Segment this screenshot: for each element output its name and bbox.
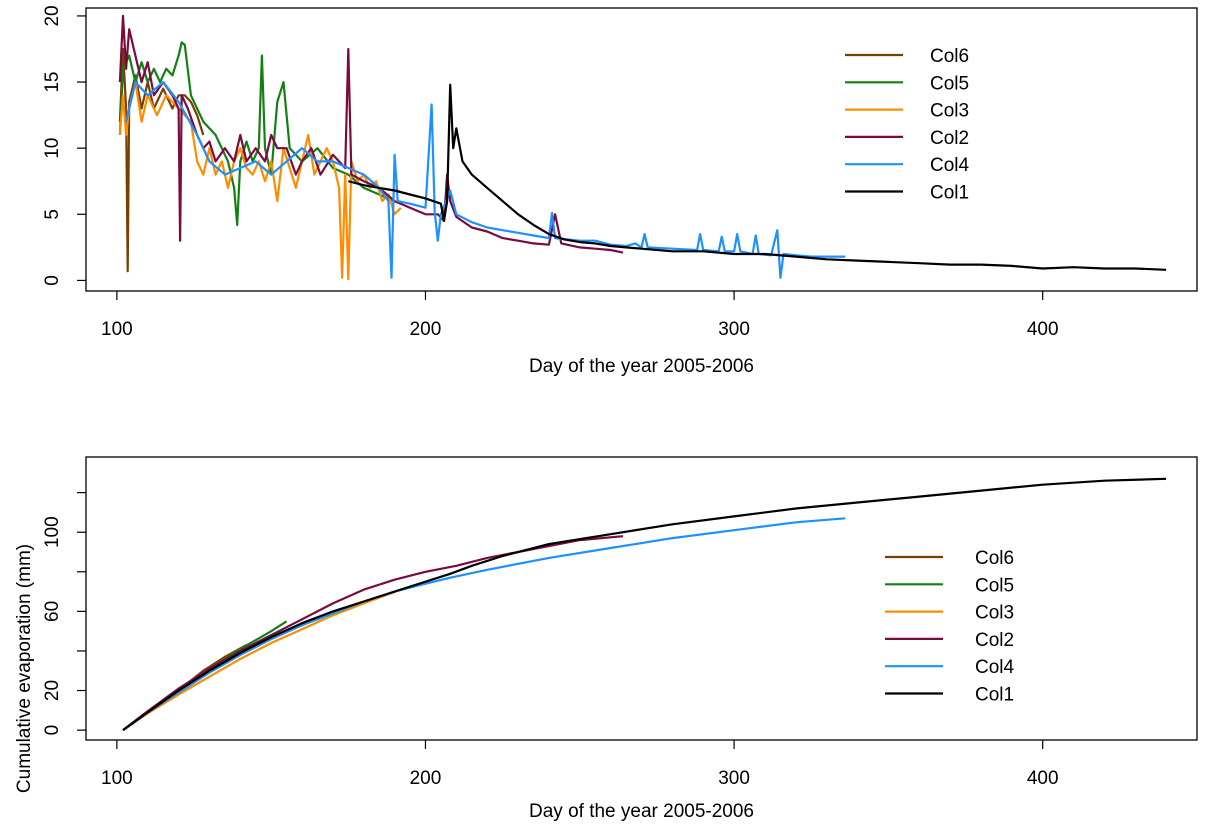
x-tick-label: 100 xyxy=(101,768,133,789)
series-line-col5 xyxy=(118,41,396,226)
series-line-col2 xyxy=(118,14,624,254)
y-tick-label: 10 xyxy=(42,138,63,159)
x-tick-label: 300 xyxy=(718,319,750,340)
legend-label-col5: Col5 xyxy=(930,73,969,94)
legend: Col6 Col5 Col3 Col2 Col4 Col1 xyxy=(885,548,1015,706)
x-axis-label: Day of the year 2005-2006 xyxy=(529,801,754,822)
plot-frame xyxy=(85,456,1198,741)
legend-label-col2: Col2 xyxy=(930,128,969,149)
series-line-col4 xyxy=(122,517,846,731)
legend-label-col2: Col2 xyxy=(975,630,1014,651)
y-tick-label: 100 xyxy=(42,516,63,548)
x-axis-label: Day of the year 2005-2006 xyxy=(529,356,754,377)
panel-cumulative-evaporation: 100 200 300 400 0 20 60 100 Day of the year 2005… xyxy=(14,456,1198,822)
legend-label-col6: Col6 xyxy=(930,46,969,67)
series-line-col3 xyxy=(122,588,402,732)
legend-label-col4: Col4 xyxy=(930,155,970,176)
legend-label-col3: Col3 xyxy=(930,101,969,122)
y-tick-label: 60 xyxy=(42,601,63,622)
x-tick-label: 300 xyxy=(718,768,750,789)
series-line-col3 xyxy=(118,80,402,281)
legend-label-col1: Col1 xyxy=(930,183,969,204)
y-axis-label: Cumulative evaporation (mm) xyxy=(14,544,35,793)
x-tick-label: 400 xyxy=(1027,319,1059,340)
series-line-col6 xyxy=(118,47,205,273)
x-tick-label: 100 xyxy=(101,319,133,340)
series-line-col2 xyxy=(122,535,624,731)
y-tick-label: 5 xyxy=(42,209,63,220)
series-line-col1 xyxy=(122,477,1167,731)
x-tick-label: 200 xyxy=(410,768,442,789)
y-tick-label: 20 xyxy=(42,680,63,701)
y-tick-label: 0 xyxy=(42,725,63,736)
legend-label-col5: Col5 xyxy=(975,575,1014,596)
legend-label-col1: Col1 xyxy=(975,685,1014,706)
y-tick-label: 15 xyxy=(42,71,63,92)
y-tick-label: 20 xyxy=(42,5,63,26)
series-line-col4 xyxy=(125,80,846,279)
panel-daily-evaporation: 100 200 300 400 0 5 10 15 20 Day of the year 2005… xyxy=(42,5,1198,377)
legend-label-col6: Col6 xyxy=(975,548,1014,569)
series-line-col1 xyxy=(348,83,1167,271)
legend: Col6 Col5 Col3 Col2 Col4 Col1 xyxy=(845,46,970,204)
legend-label-col3: Col3 xyxy=(975,603,1014,624)
plot-frame xyxy=(85,7,1198,292)
x-tick-label: 200 xyxy=(410,319,442,340)
legend-label-col4: Col4 xyxy=(975,657,1015,678)
x-tick-label: 400 xyxy=(1027,768,1059,789)
y-tick-label: 0 xyxy=(42,275,63,286)
